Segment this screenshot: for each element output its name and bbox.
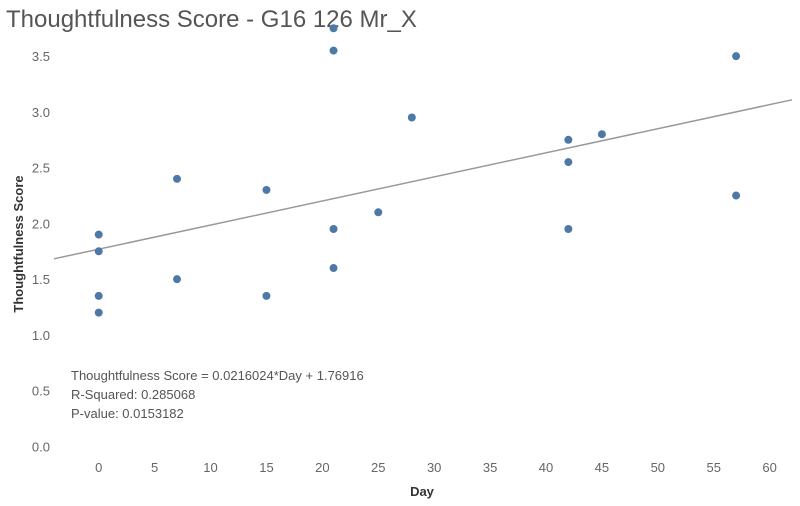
- y-axis-title: Thoughtfulness Score: [11, 175, 26, 312]
- x-tick-label: 10: [203, 460, 217, 475]
- data-point: [173, 174, 181, 183]
- x-axis-ticks: 0 5 10 15 20 25 30 35 40 45 50 55 60: [95, 460, 777, 475]
- trend-line: [53, 99, 793, 260]
- y-axis-ticks: 0.0 0.5 1.0 1.5 2.0 2.5 3.0 3.5: [32, 49, 50, 454]
- y-tick-label: 2.5: [32, 161, 50, 176]
- data-point: [329, 264, 338, 273]
- data-point: [407, 113, 416, 122]
- x-tick-label: 5: [151, 460, 158, 475]
- x-tick-label: 20: [315, 460, 329, 475]
- data-point: [732, 52, 741, 61]
- data-point: [94, 247, 103, 256]
- data-point: [329, 225, 338, 233]
- data-point: [94, 230, 103, 239]
- data-point: [329, 46, 338, 55]
- x-tick-label: 25: [371, 460, 385, 475]
- x-tick-label: 40: [539, 460, 553, 475]
- annotation-line: Thoughtfulness Score = 0.0216024*Day + 1…: [71, 368, 364, 383]
- annotation-line: P-value: 0.0153182: [71, 406, 184, 421]
- y-tick-label: 0.5: [32, 384, 50, 399]
- annotation-line: R-Squared: 0.285068: [71, 387, 195, 402]
- y-tick-label: 3.0: [32, 105, 50, 120]
- data-point: [262, 291, 271, 300]
- data-point: [732, 191, 741, 200]
- chart-title: Thoughtfulness Score - G16 126 Mr_X: [6, 6, 417, 33]
- data-point: [94, 308, 103, 317]
- x-tick-label: 0: [95, 460, 102, 475]
- x-tick-label: 30: [427, 460, 441, 475]
- x-axis-title: Day: [410, 484, 435, 499]
- y-tick-label: 3.5: [32, 49, 50, 64]
- y-tick-label: 0.0: [32, 439, 50, 454]
- x-tick-label: 35: [483, 460, 497, 475]
- data-point: [564, 225, 573, 233]
- data-point: [262, 185, 271, 194]
- data-point: [597, 130, 606, 139]
- x-tick-label: 55: [706, 460, 720, 475]
- y-tick-label: 2.0: [32, 216, 50, 231]
- data-point: [564, 135, 573, 144]
- data-point: [94, 291, 103, 300]
- x-tick-label: 50: [651, 460, 665, 475]
- x-tick-label: 15: [259, 460, 273, 475]
- data-point: [329, 24, 338, 33]
- y-tick-label: 1.5: [32, 272, 50, 287]
- x-tick-label: 60: [762, 460, 776, 475]
- data-point: [374, 208, 383, 217]
- regression-annotation: Thoughtfulness Score = 0.0216024*Day + 1…: [71, 368, 364, 421]
- data-points: [94, 24, 741, 317]
- data-point: [564, 158, 573, 167]
- y-tick-label: 1.0: [32, 328, 50, 343]
- x-tick-label: 45: [595, 460, 609, 475]
- data-point: [173, 275, 181, 284]
